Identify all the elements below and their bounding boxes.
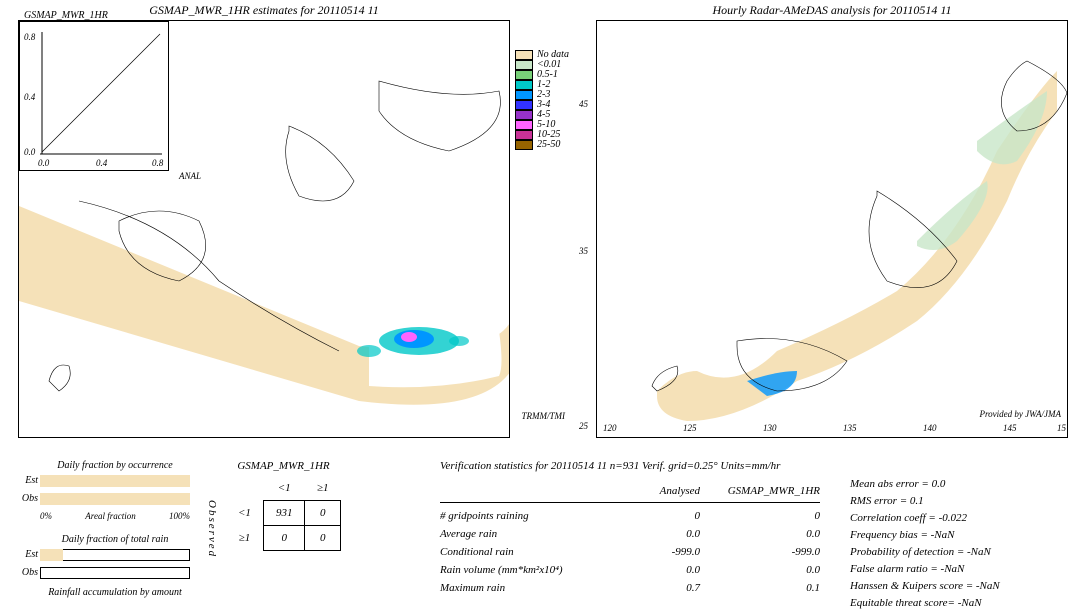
- left-map-panel: GSMAP_MWR_1HR estimates for 20110514 11 …: [18, 20, 510, 438]
- contingency-table: <1 ≥1 <1 931 0 ≥1 0 0: [226, 476, 341, 551]
- cont-col1: <1: [263, 476, 305, 501]
- score-line: Equitable threat score= -NaN: [850, 595, 1000, 612]
- contingency-block: Observed GSMAP_MWR_1HR <1 ≥1 <1 931 0 ≥1…: [226, 460, 341, 551]
- inset-plot: [20, 22, 168, 170]
- occurrence-title: Daily fraction by occurrence: [40, 460, 190, 471]
- observed-label: Observed: [206, 500, 218, 558]
- bar-obs-label: Obs: [16, 567, 38, 578]
- score-line: Hanssen & Kuipers score = -NaN: [850, 578, 1000, 595]
- inset-xlabel: ANAL: [179, 171, 201, 181]
- cont-row2: ≥1: [226, 526, 263, 551]
- legend-row: 25-50: [515, 140, 569, 150]
- score-line: Probability of detection = -NaN: [850, 544, 1000, 561]
- r-xtick-4: 140: [923, 423, 937, 433]
- bar-obs-label: Obs: [16, 493, 38, 504]
- swath-label: TRMM/TMI: [522, 411, 566, 421]
- inset-xtick-2: 0.8: [152, 158, 163, 168]
- right-map-svg: [597, 21, 1067, 437]
- verif-scores-block: Mean abs error = 0.0RMS error = 0.1Corre…: [850, 476, 1000, 612]
- score-line: Mean abs error = 0.0: [850, 476, 1000, 493]
- col1-header: Analysed: [620, 482, 700, 500]
- cont-cell: 931: [263, 501, 305, 526]
- cont-col2: ≥1: [305, 476, 341, 501]
- right-map-title: Hourly Radar-AMeDAS analysis for 2011051…: [597, 3, 1067, 18]
- verif-analysed-block: Analysed GSMAP_MWR_1HR # gridpoints rain…: [440, 482, 820, 597]
- col2-header: GSMAP_MWR_1HR: [700, 482, 820, 500]
- cont-header: GSMAP_MWR_1HR: [226, 460, 341, 472]
- cont-cell: 0: [305, 526, 341, 551]
- inset-xtick-0: 0.0: [38, 158, 49, 168]
- totalrain-title: Daily fraction of total rain: [40, 534, 190, 545]
- metric-row: Rain volume (mm*km²x10⁴)0.00.0: [440, 561, 820, 579]
- bar-row: Est: [40, 475, 190, 489]
- score-line: Frequency bias = -NaN: [850, 527, 1000, 544]
- r-ytick-1: 35: [579, 246, 588, 256]
- score-line: Correlation coeff = -0.022: [850, 510, 1000, 527]
- cont-cell: 0: [263, 526, 305, 551]
- map-inset: GSMAP_MWR_1HR 0.8 0.4 0.0 0.0 0.4 0.8: [19, 21, 169, 171]
- r-ytick-2: 25: [579, 421, 588, 431]
- score-line: False alarm ratio = -NaN: [850, 561, 1000, 578]
- r-xtick-6: 15: [1057, 423, 1066, 433]
- inset-title: GSMAP_MWR_1HR: [24, 10, 108, 21]
- bar-est-label: Est: [16, 549, 38, 560]
- axis-center: Areal fraction: [85, 511, 135, 521]
- inset-xtick-1: 0.4: [96, 158, 107, 168]
- r-xtick-2: 130: [763, 423, 777, 433]
- verif-header: Verification statistics for 20110514 11 …: [440, 460, 780, 472]
- accum-title: Rainfall accumulation by amount: [40, 587, 190, 598]
- cont-cell: 0: [305, 501, 341, 526]
- inset-ytick-2: 0.0: [24, 147, 35, 157]
- metric-row: # gridpoints raining00: [440, 507, 820, 525]
- metric-row: Maximum rain0.70.1: [440, 579, 820, 597]
- cont-row1: <1: [226, 501, 263, 526]
- occurrence-block: Daily fraction by occurrence Est Obs 0% …: [40, 460, 190, 521]
- bar-est-label: Est: [16, 475, 38, 486]
- bar-row: Obs: [40, 493, 190, 507]
- metric-row: Average rain0.00.0: [440, 525, 820, 543]
- inset-ytick-0: 0.8: [24, 32, 35, 42]
- r-xtick-0: 120: [603, 423, 617, 433]
- metric-row: Conditional rain-999.0-999.0: [440, 543, 820, 561]
- score-line: RMS error = 0.1: [850, 493, 1000, 510]
- axis-right: 100%: [169, 511, 190, 521]
- bar-row: Est: [40, 549, 190, 563]
- r-xtick-1: 125: [683, 423, 697, 433]
- totalrain-block: Daily fraction of total rain Est Obs Rai…: [40, 534, 190, 598]
- r-xtick-3: 135: [843, 423, 857, 433]
- r-ytick-0: 45: [579, 99, 588, 109]
- right-map-panel: Hourly Radar-AMeDAS analysis for 2011051…: [596, 20, 1068, 438]
- inset-ytick-1: 0.4: [24, 92, 35, 102]
- r-xtick-5: 145: [1003, 423, 1017, 433]
- credit: Provided by JWA/JMA: [979, 409, 1061, 419]
- axis-left: 0%: [40, 511, 52, 521]
- color-legend: No data<0.010.5-11-22-33-44-55-1010-2525…: [515, 50, 569, 150]
- bar-row: Obs: [40, 567, 190, 581]
